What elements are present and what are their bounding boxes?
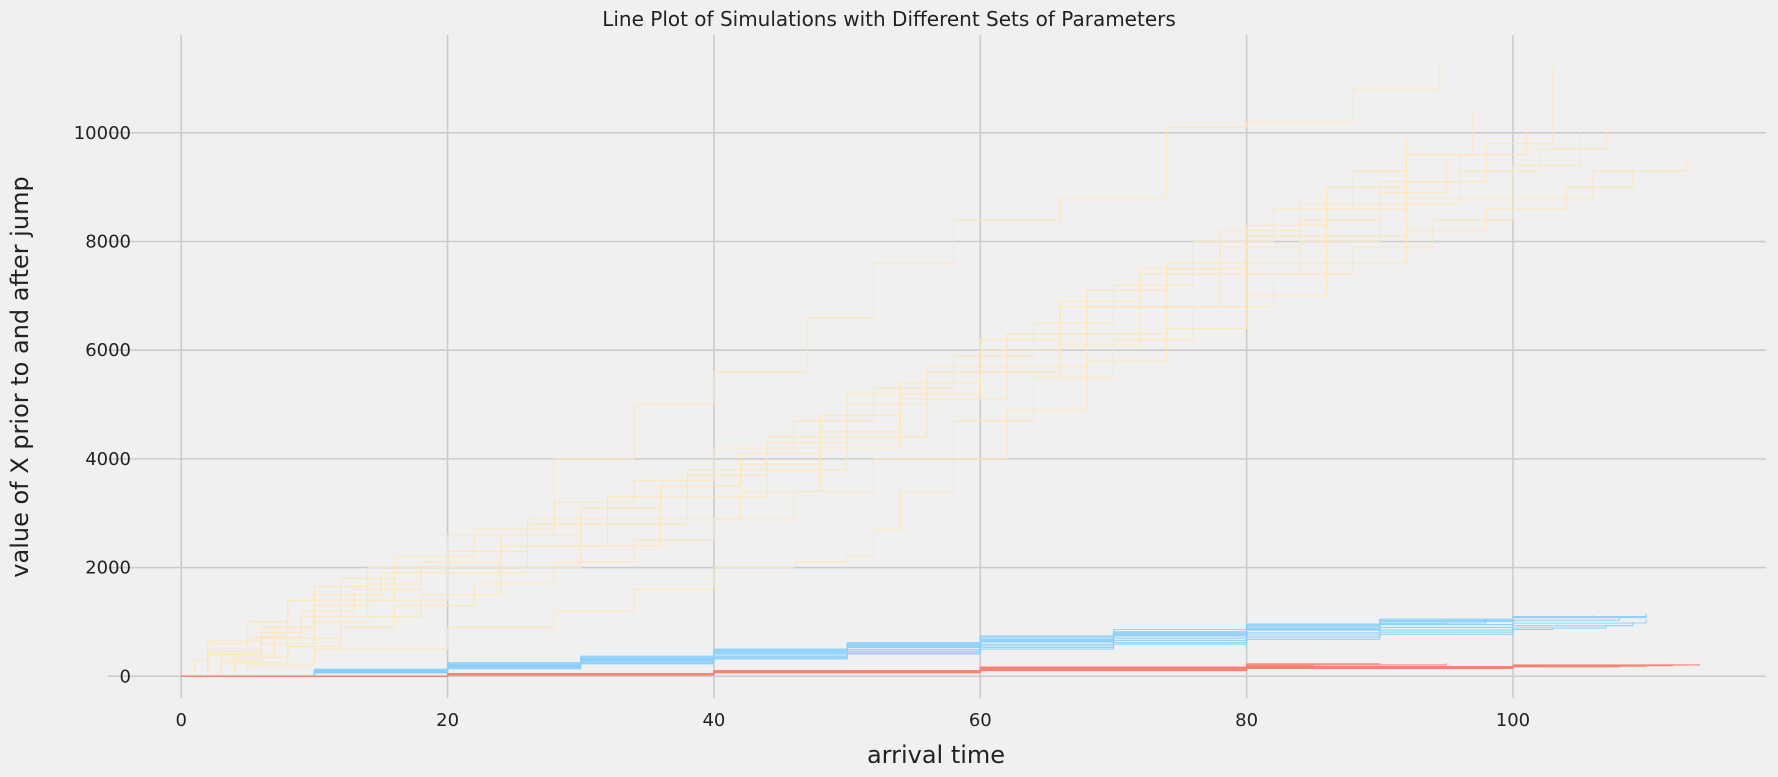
series-0-line-6 [181,127,1581,677]
x-tick-label-5: 100 [1496,710,1530,731]
x-tick-label-4: 80 [1235,710,1258,731]
series-2-line-9 [181,665,1541,677]
series-0-line-7 [181,170,1634,677]
series-layer [181,62,1700,677]
series-0 [181,62,1687,677]
y-tick-label-5: 10000 [74,123,131,144]
y-tick-label-2: 4000 [85,449,131,470]
y-tick-label-4: 8000 [85,232,131,253]
series-2 [181,663,1700,677]
series-1 [181,613,1647,677]
x-tick-label-2: 40 [702,710,725,731]
tick-labels: 0 20 40 60 80 100 0 2000 4000 6000 8000 10000 [74,123,1530,731]
chart-title: Line Plot of Simulations with Different … [602,7,1176,31]
x-tick-label-1: 20 [436,710,459,731]
x-tick-label-3: 60 [969,710,992,731]
series-0-line-9 [181,160,1687,677]
y-tick-label-0: 0 [120,666,131,687]
x-tick-label-0: 0 [176,710,187,731]
y-tick-label-3: 6000 [85,340,131,361]
y-axis-label: value of X prior to and after jump [6,176,34,577]
series-0-line-3 [181,138,1407,677]
series-1-line-9 [181,621,1447,677]
y-tick-label-1: 2000 [85,558,131,579]
series-0-line-8 [181,127,1607,677]
x-axis-label: arrival time [867,741,1005,769]
